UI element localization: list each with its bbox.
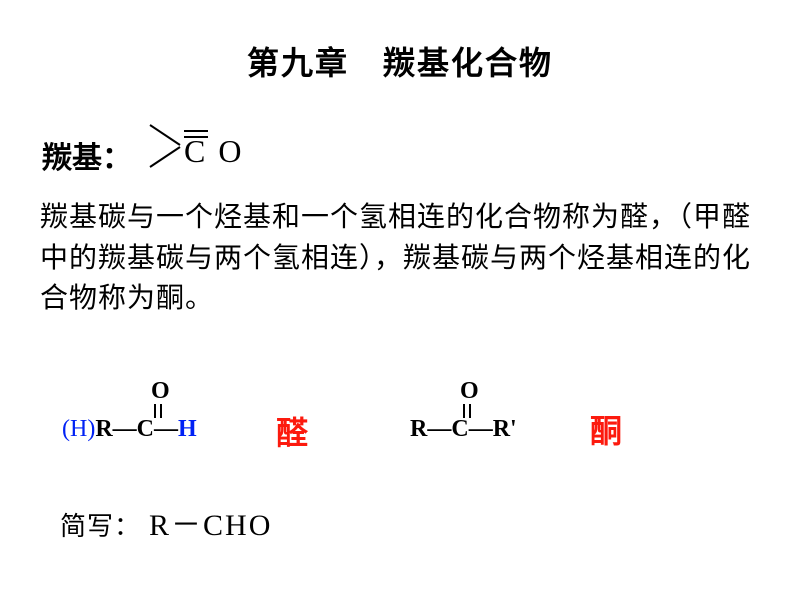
aldehyde-H: H [178,416,197,442]
carbonyl-O: O [218,133,242,169]
ketone-R: R [410,416,427,442]
aldehyde-main-line: (H)R—C—H [62,416,197,443]
aldehyde-bond-2: — [154,416,178,442]
aldehyde-R: R [95,416,112,442]
carbonyl-row: 羰基： CO [42,125,306,185]
page-title: 第九章 羰基化合物 [0,0,800,84]
aldehyde-bond-1: — [113,416,137,442]
aldehyde-O: O [151,378,170,405]
ketone-C: C [451,416,468,442]
aldehyde-C: C [137,416,154,442]
definition-text: 羰基碳与一个烃基和一个氢相连的化合物称为醛，（甲醛中的羰基碳与两个氢相连），羰基… [40,198,760,320]
carbonyl-bond-lines-icon [146,119,186,175]
ketone-main-line: R—C—R' [410,416,517,443]
carbonyl-label: 羰基： [42,133,132,177]
abbreviation-label: 简写： [60,506,141,543]
ketone-O: O [460,378,479,405]
ketone-label: 酮 [590,406,622,452]
ketone-bond-2: — [469,416,493,442]
carbonyl-structure: CO [146,125,306,185]
carbonyl-formula: CO [184,133,242,170]
abbreviation-row: 简写： R－CHO [60,500,272,544]
aldehyde-label: 醛 [276,408,308,454]
ketone-Rp: R' [493,416,517,442]
aldehyde-prefix-H: (H) [62,416,95,442]
ketone-bond-1: — [427,416,451,442]
abbreviation-formula: R－CHO [149,500,272,544]
